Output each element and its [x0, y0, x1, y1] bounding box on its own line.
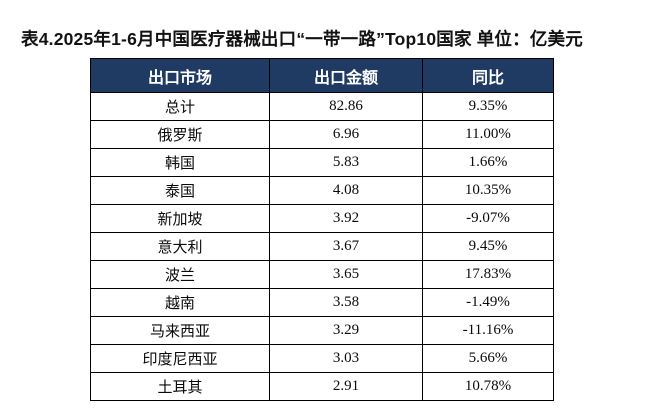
table-row: 马来西亚 3.29 -11.16%	[90, 316, 554, 345]
table-cell: 新加坡	[90, 204, 270, 233]
column-header: 出口市场	[90, 58, 270, 93]
table-cell: 泰国	[90, 176, 270, 205]
table-row: 意大利 3.67 9.45%	[90, 232, 554, 261]
table-cell: -9.07%	[422, 204, 554, 233]
table-row: 印度尼西亚 3.03 5.66%	[90, 344, 554, 373]
table-cell: 9.35%	[422, 92, 554, 121]
table-cell: 3.58	[269, 288, 423, 317]
table-cell: 5.83	[269, 148, 423, 177]
table-cell: 3.03	[269, 344, 423, 373]
page-title: 表4.2025年1-6月中国医疗器械出口“一带一路”Top10国家 单位：亿美元	[21, 29, 583, 49]
table-cell: 82.86	[269, 92, 423, 121]
table-cell: 10.78%	[422, 372, 554, 401]
table-row: 俄罗斯 6.96 11.00%	[90, 120, 554, 149]
table-cell: 3.92	[269, 204, 423, 233]
table-cell: 3.65	[269, 260, 423, 289]
table-cell: 10.35%	[422, 176, 554, 205]
column-header: 同比	[422, 58, 554, 93]
table-cell: 越南	[90, 288, 270, 317]
table-cell: 2.91	[269, 372, 423, 401]
table-cell: 3.29	[269, 316, 423, 345]
header-row: 出口市场 出口金额 同比	[90, 58, 554, 93]
export-table: 出口市场 出口金额 同比 总计 82.86 9.35% 俄罗斯 6.96 11.00% 韩国 5.…	[90, 58, 554, 401]
column-header: 出口金额	[269, 58, 423, 93]
table-cell: 11.00%	[422, 120, 554, 149]
table-cell: 意大利	[90, 232, 270, 261]
table-cell: 马来西亚	[90, 316, 270, 345]
table-row: 波兰 3.65 17.83%	[90, 260, 554, 289]
table-cell: 17.83%	[422, 260, 554, 289]
table-row: 新加坡 3.92 -9.07%	[90, 204, 554, 233]
table-cell: 3.67	[269, 232, 423, 261]
table-cell: 总计	[90, 92, 270, 121]
table-cell: 印度尼西亚	[90, 344, 270, 373]
table-cell: 1.66%	[422, 148, 554, 177]
table-cell: 5.66%	[422, 344, 554, 373]
table-cell: 6.96	[269, 120, 423, 149]
table-row: 土耳其 2.91 10.78%	[90, 372, 554, 401]
table-cell: 俄罗斯	[90, 120, 270, 149]
table-row: 越南 3.58 -1.49%	[90, 288, 554, 317]
table-cell: 波兰	[90, 260, 270, 289]
table-row: 总计 82.86 9.35%	[90, 92, 554, 121]
table-row: 泰国 4.08 10.35%	[90, 176, 554, 205]
table-row: 韩国 5.83 1.66%	[90, 148, 554, 177]
table-cell: 韩国	[90, 148, 270, 177]
table-cell: 4.08	[269, 176, 423, 205]
table-cell: 9.45%	[422, 232, 554, 261]
table-cell: -11.16%	[422, 316, 554, 345]
table-cell: 土耳其	[90, 372, 270, 401]
table-cell: -1.49%	[422, 288, 554, 317]
